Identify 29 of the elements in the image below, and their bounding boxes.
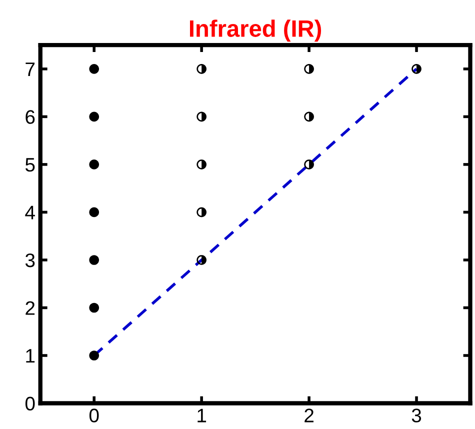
- y-tick-label: 7: [26, 62, 35, 76]
- point: [89, 255, 100, 265]
- x-tick-label: 1: [198, 408, 206, 422]
- y-tick-label: 4: [25, 206, 35, 220]
- point: [304, 160, 314, 170]
- x-tick-label: 0: [89, 408, 99, 422]
- point: [412, 64, 422, 74]
- point: [196, 255, 206, 265]
- point: [89, 160, 100, 170]
- x-tick-label: 2: [304, 408, 314, 422]
- point: [196, 64, 206, 74]
- y-tick-label: 1: [26, 349, 35, 363]
- point: [304, 64, 314, 74]
- point: [89, 112, 100, 122]
- y-tick-label: 6: [26, 110, 35, 124]
- point: [89, 64, 100, 74]
- point: [196, 207, 206, 218]
- point: [196, 160, 206, 170]
- point: [304, 112, 314, 122]
- point: [89, 207, 100, 218]
- y-tick-label: 2: [26, 301, 35, 315]
- y-tick-label: 0: [25, 396, 35, 410]
- y-tick-label: 3: [25, 253, 35, 268]
- y-tick-label: 5: [25, 158, 35, 172]
- chart-title: Infrared (IR): [190, 20, 322, 42]
- point: [89, 350, 100, 360]
- point: [89, 302, 100, 313]
- x-tick-label: 3: [412, 408, 422, 422]
- point: [196, 112, 206, 122]
